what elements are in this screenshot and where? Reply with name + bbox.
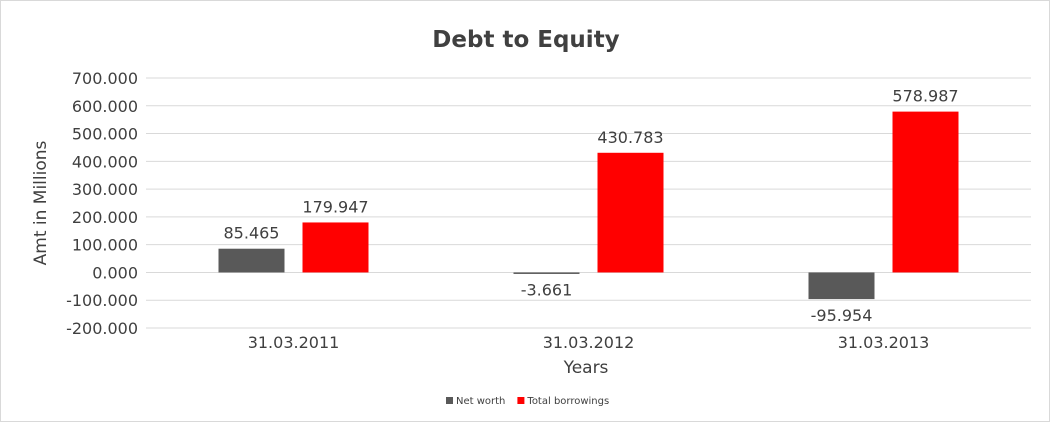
bars — [218, 111, 959, 300]
bar-total-borrowings — [597, 152, 664, 273]
y-axis-ticks: -200.000 -100.000 0.000 100.000 200.000 300.0… — [66, 69, 138, 338]
data-labels: 85.465 179.947 -3.661 430.783 -95.954 578.987 — [224, 87, 959, 325]
data-label: -3.661 — [521, 280, 573, 299]
y-tick-label: 600.000 — [72, 97, 138, 116]
y-tick-label: 300.000 — [72, 180, 138, 199]
chart-title: Debt to Equity — [432, 27, 619, 53]
y-tick-label: 200.000 — [72, 208, 138, 227]
y-axis-label: Amt in Millions — [31, 140, 51, 265]
category-label: 31.03.2012 — [543, 333, 635, 352]
data-label: 179.947 — [302, 197, 368, 216]
data-label: 430.783 — [597, 128, 663, 147]
category-label: 31.03.2011 — [248, 333, 340, 352]
category-label: 31.03.2013 — [838, 333, 930, 352]
y-tick-label: -100.000 — [66, 291, 138, 310]
legend-swatch — [446, 397, 453, 404]
legend-swatch — [517, 397, 525, 404]
y-tick-label: 100.000 — [72, 236, 138, 255]
data-label: 578.987 — [892, 87, 958, 106]
legend-label: Total borrowings — [526, 396, 609, 407]
y-tick-label: 400.000 — [72, 152, 138, 171]
y-tick-label: 500.000 — [72, 125, 138, 144]
bar-net-worth — [218, 248, 285, 273]
legend: Net worth Total borrowings — [446, 396, 609, 407]
bar-total-borrowings — [302, 222, 369, 273]
y-tick-label: -200.000 — [66, 319, 138, 338]
legend-label: Net worth — [456, 396, 505, 407]
x-axis-ticks: 31.03.2011 31.03.2012 31.03.2013 — [248, 333, 930, 352]
bar-total-borrowings — [892, 111, 959, 273]
data-label: -95.954 — [811, 306, 873, 325]
x-axis-label: Years — [563, 358, 609, 378]
y-tick-label: 0.000 — [92, 263, 138, 282]
y-tick-label: 700.000 — [72, 69, 138, 88]
data-label: 85.465 — [224, 224, 280, 243]
bar-net-worth — [808, 272, 875, 300]
gridlines — [146, 77, 1031, 329]
bar-net-worth — [513, 272, 580, 274]
